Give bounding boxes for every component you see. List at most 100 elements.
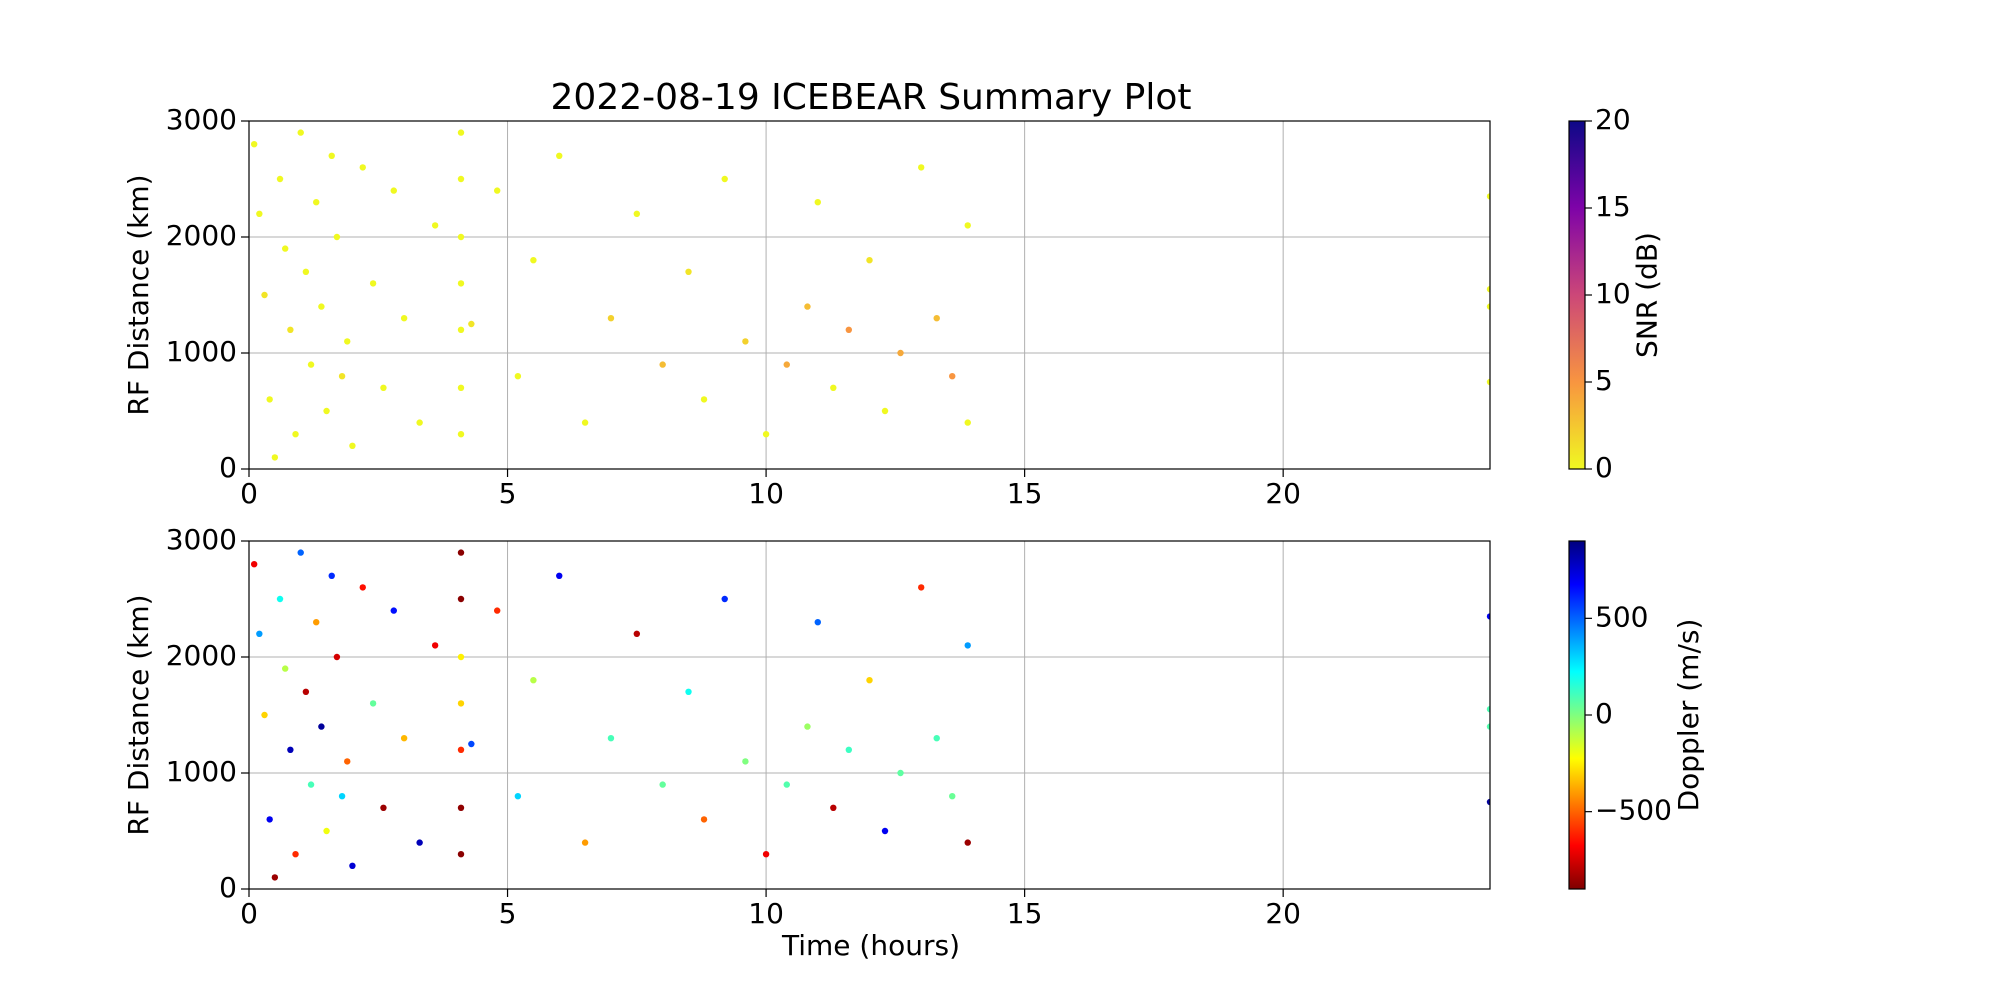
point (369, 280, 377, 287)
y-tick-label: 0 (219, 451, 237, 484)
point (457, 280, 465, 287)
point (359, 584, 366, 591)
point (457, 129, 465, 136)
point (457, 175, 465, 183)
colorbar-tick-label: 500 (1595, 600, 1648, 633)
point (918, 164, 925, 171)
point (845, 746, 853, 753)
point (318, 303, 325, 310)
y-axis-label: RF Distance (km) (122, 174, 155, 415)
point (468, 740, 475, 748)
point (964, 419, 971, 426)
y-axis-label: RF Distance (km) (122, 594, 155, 835)
point (494, 187, 501, 194)
point (457, 653, 465, 661)
colorbar-tick-label: 15 (1595, 190, 1631, 223)
point (457, 700, 465, 707)
point (250, 141, 258, 148)
point (530, 677, 537, 684)
point (261, 711, 268, 719)
point (742, 338, 749, 345)
point (556, 572, 563, 579)
point (313, 199, 320, 206)
point (1486, 706, 1490, 713)
x-tick-label: 15 (1007, 897, 1043, 930)
point (933, 735, 940, 742)
point (804, 303, 811, 310)
point (1486, 613, 1490, 620)
point (281, 665, 289, 672)
point (359, 164, 366, 171)
point (338, 793, 346, 800)
colorbar-tick-label: 5 (1595, 364, 1613, 397)
point (659, 781, 666, 788)
point (494, 607, 501, 614)
x-tick-label: 20 (1265, 477, 1301, 510)
x-tick-label: 10 (748, 897, 784, 930)
points (250, 549, 1490, 881)
point (1486, 798, 1490, 806)
point (607, 735, 615, 742)
point (933, 315, 940, 322)
point (949, 793, 956, 800)
y-tick-label: 0 (219, 871, 237, 904)
point (556, 152, 563, 159)
point (307, 361, 315, 368)
point (344, 758, 351, 765)
point (830, 384, 837, 391)
point (313, 619, 320, 626)
colorbar-tick-label: −500 (1595, 794, 1672, 827)
point (328, 572, 335, 579)
point (457, 851, 465, 858)
point (457, 384, 465, 391)
point (866, 677, 873, 684)
points (250, 129, 1490, 461)
point (380, 384, 387, 391)
point (416, 419, 423, 426)
point (457, 746, 465, 753)
point (1486, 303, 1490, 310)
y-tick-label: 2000 (166, 639, 237, 672)
point (685, 268, 692, 275)
point (814, 619, 821, 626)
point (266, 816, 273, 823)
point (400, 735, 408, 742)
point (431, 222, 439, 229)
point (881, 407, 889, 415)
x-axis-label: Time (hours) (781, 929, 960, 962)
point (581, 839, 589, 846)
point (390, 187, 397, 194)
point (468, 320, 475, 328)
colorbar-label: SNR (dB) (1631, 232, 1664, 358)
point (762, 851, 770, 858)
colorbar-tick-label: 20 (1595, 103, 1631, 136)
point (292, 431, 299, 438)
point (1486, 286, 1490, 293)
point (333, 653, 341, 661)
point (964, 642, 971, 649)
point (287, 746, 294, 753)
colorbar-tick-label: 0 (1595, 697, 1613, 730)
y-tick-label: 3000 (166, 523, 237, 556)
point (349, 442, 356, 449)
point (1486, 378, 1490, 386)
x-tick-label: 5 (499, 477, 517, 510)
x-tick-label: 20 (1265, 897, 1301, 930)
plot-frame (248, 540, 1491, 890)
point (918, 584, 925, 591)
point (845, 326, 853, 333)
point (721, 175, 728, 183)
point (457, 233, 465, 241)
point (897, 349, 904, 357)
x-tick-label: 0 (240, 897, 258, 930)
point (804, 723, 811, 730)
point (633, 630, 641, 637)
point (866, 257, 873, 264)
point (897, 769, 904, 777)
colorbar (1568, 540, 1586, 890)
plot-frame (248, 120, 1491, 470)
chart-title: 2022-08-19 ICEBEAR Summary Plot (551, 77, 1192, 118)
point (530, 257, 537, 264)
point (416, 839, 423, 846)
